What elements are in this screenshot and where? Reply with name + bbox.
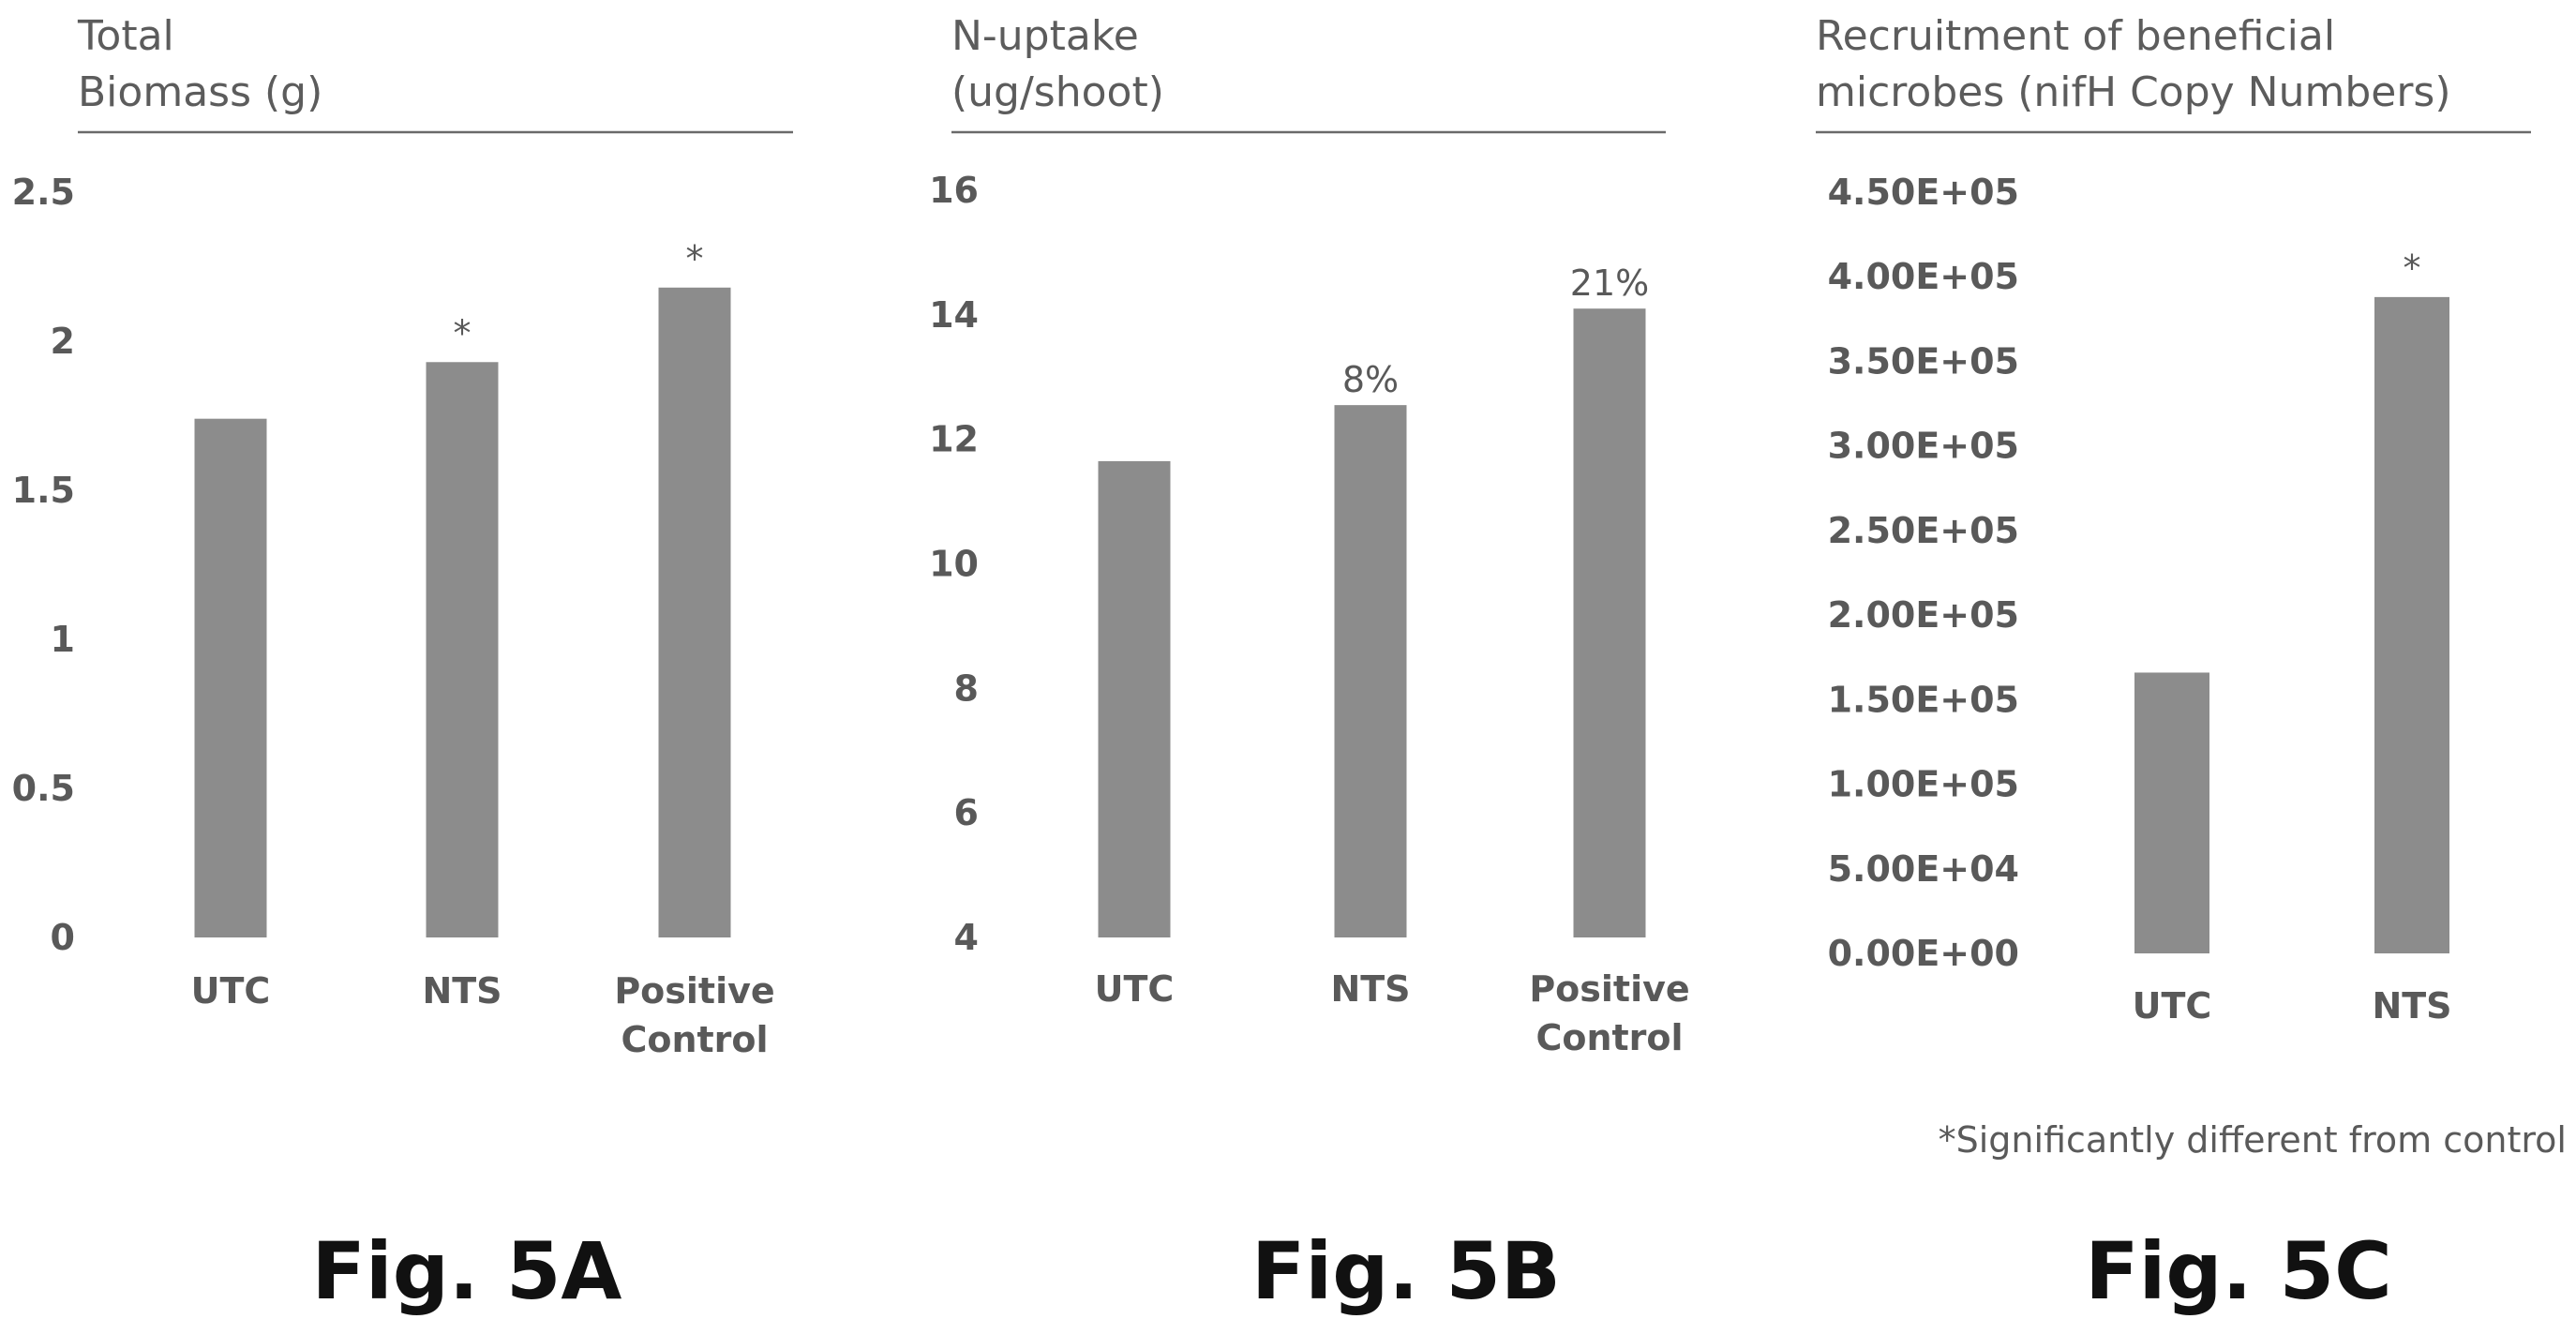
y-tick-label: 6 [954, 792, 979, 833]
chart-5a-total-biomass: Total Biomass (g) 0 0.5 1 1.5 2 2.5 UTC * NTS * Posi… [12, 12, 793, 1317]
data-label: 21% [1570, 262, 1649, 304]
bar-nts [2374, 296, 2449, 953]
y-tick-label: 3.00E+05 [1828, 426, 2019, 467]
y-tick-label: 2 [51, 321, 75, 362]
bar-positive-control [1573, 308, 1646, 938]
figure-label: Fig. 5B [1251, 1225, 1561, 1317]
y-tick-label: 1 [51, 619, 75, 660]
category-label: UTC [2133, 985, 2212, 1027]
chart-5b-n-uptake: N-uptake (ug/shoot) 4 6 8 10 12 14 16 UTC 8% NTS 21%… [929, 12, 1690, 1317]
y-tick-label: 2.00E+05 [1828, 594, 2019, 636]
y-tick-label: 1.5 [12, 470, 75, 511]
data-label: 8% [1342, 359, 1399, 400]
y-tick-label: 0 [51, 917, 75, 958]
category-label: Positive [1529, 968, 1689, 1010]
category-label: Control [1535, 1017, 1683, 1058]
category-label: UTC [191, 970, 271, 1012]
y-tick-label: 14 [929, 294, 979, 336]
y-tick-label: 2.50E+05 [1828, 510, 2019, 551]
significance-marker: * [454, 312, 472, 353]
bar-positive-control [658, 287, 731, 937]
y-tick-label: 1.50E+05 [1828, 679, 2019, 720]
y-tick-label: 5.00E+04 [1828, 848, 2019, 890]
bar-utc [1098, 460, 1171, 937]
category-label: UTC [1095, 968, 1175, 1010]
chart-title-line: N-uptake [951, 12, 1139, 60]
y-tick-label: 8 [954, 667, 979, 709]
figure-label: Fig. 5C [2085, 1225, 2392, 1317]
y-tick-label: 4.50E+05 [1828, 172, 2019, 213]
y-tick-label: 0.00E+00 [1828, 933, 2019, 974]
y-tick-label: 3.50E+05 [1828, 340, 2019, 382]
y-tick-label: 1.00E+05 [1828, 764, 2019, 805]
bar-nts [1334, 405, 1407, 937]
chart-title-line: microbes (nifH Copy Numbers) [1816, 68, 2451, 116]
category-label: NTS [2372, 985, 2451, 1027]
significance-footnote: *Significantly different from control [1939, 1119, 2567, 1161]
y-tick-label: 16 [929, 170, 979, 211]
chart-title-line: Recruitment of beneficial [1816, 12, 2335, 60]
category-label: Control [621, 1019, 768, 1060]
chart-title-line: Biomass (g) [78, 68, 322, 116]
y-tick-label: 4 [954, 917, 979, 958]
significance-marker: * [2404, 247, 2421, 289]
chart-title-line: (ug/shoot) [951, 68, 1164, 116]
category-label: NTS [1330, 968, 1410, 1010]
chart-title-line: Total [77, 12, 174, 60]
y-tick-label: 12 [929, 419, 979, 460]
bar-utc [2134, 672, 2209, 953]
chart-5c-nifh-copy-numbers: Recruitment of beneficial microbes (nifH … [1816, 12, 2531, 1317]
figure-label: Fig. 5A [312, 1225, 622, 1317]
significance-marker: * [686, 238, 704, 279]
y-tick-label: 0.5 [12, 768, 75, 809]
category-label: Positive [614, 970, 774, 1012]
bar-nts [426, 362, 499, 937]
y-tick-label: 2.5 [12, 172, 75, 213]
category-label: NTS [422, 970, 502, 1012]
y-tick-label: 10 [929, 544, 979, 585]
bar-utc [194, 418, 267, 937]
y-tick-label: 4.00E+05 [1828, 256, 2019, 297]
